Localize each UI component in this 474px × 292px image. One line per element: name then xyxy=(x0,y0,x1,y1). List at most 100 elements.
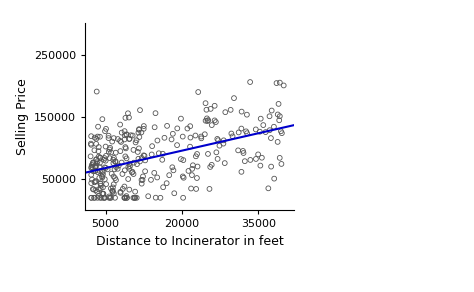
Point xyxy=(90,169,97,174)
Point xyxy=(135,146,143,151)
Point xyxy=(229,134,237,139)
Point xyxy=(98,195,105,200)
Point xyxy=(121,145,129,150)
Point xyxy=(208,163,216,167)
Point xyxy=(212,120,219,124)
Point xyxy=(237,126,245,131)
Point xyxy=(185,168,192,173)
Point xyxy=(123,195,130,200)
Point xyxy=(91,195,98,200)
Point xyxy=(106,156,113,161)
Point xyxy=(179,195,187,200)
Point xyxy=(91,180,99,185)
Point xyxy=(116,138,124,143)
Point xyxy=(102,158,109,163)
Point xyxy=(95,187,102,192)
Point xyxy=(114,166,121,171)
Point xyxy=(145,194,152,199)
Point xyxy=(111,195,119,200)
Point xyxy=(141,158,149,163)
Point xyxy=(107,195,115,200)
Point xyxy=(90,160,97,165)
Point xyxy=(87,141,95,146)
Point xyxy=(117,149,124,154)
Point xyxy=(136,135,143,139)
Point xyxy=(126,166,133,171)
Point xyxy=(278,161,285,166)
Point xyxy=(243,112,251,117)
Point xyxy=(129,133,137,138)
Point xyxy=(177,157,185,161)
Point xyxy=(96,195,104,200)
Point xyxy=(118,160,126,165)
Point xyxy=(101,195,109,200)
Point xyxy=(101,165,109,170)
Point xyxy=(161,135,168,140)
Point xyxy=(277,129,285,134)
Point xyxy=(111,176,119,180)
Point xyxy=(147,178,155,182)
Point xyxy=(180,158,187,162)
Point xyxy=(267,164,275,169)
Point xyxy=(94,195,101,200)
Point xyxy=(94,159,101,164)
Point xyxy=(109,189,116,193)
Point xyxy=(88,165,95,169)
Point xyxy=(121,137,128,142)
Point xyxy=(280,83,288,88)
Point xyxy=(95,154,102,159)
Point xyxy=(204,118,212,122)
Point xyxy=(262,130,269,134)
Point xyxy=(186,144,194,149)
Point xyxy=(123,132,130,137)
Point xyxy=(96,169,104,173)
Point xyxy=(276,156,283,160)
Point xyxy=(135,127,143,131)
Point xyxy=(204,152,212,156)
Point xyxy=(109,188,117,193)
Point xyxy=(273,81,280,86)
Point xyxy=(221,161,228,166)
Point xyxy=(114,137,122,141)
Point xyxy=(139,178,146,182)
Point xyxy=(131,189,139,194)
Point xyxy=(187,135,194,140)
Point xyxy=(109,139,116,144)
Point xyxy=(131,195,139,200)
Point xyxy=(96,165,103,169)
Point xyxy=(88,166,95,170)
Point xyxy=(141,153,148,158)
Point xyxy=(93,161,100,166)
Point xyxy=(88,195,95,200)
Point xyxy=(97,183,105,188)
Point xyxy=(100,195,108,200)
Point xyxy=(129,195,137,200)
Point xyxy=(91,168,99,173)
Point xyxy=(201,132,209,137)
Point xyxy=(87,181,95,185)
Point xyxy=(191,133,199,138)
Point xyxy=(163,124,171,128)
Point xyxy=(106,147,113,152)
Point xyxy=(110,191,118,196)
Point xyxy=(235,130,243,135)
Point xyxy=(230,96,238,100)
Y-axis label: Selling Price: Selling Price xyxy=(16,79,28,155)
Point xyxy=(92,168,100,173)
Point xyxy=(89,160,97,165)
Point xyxy=(158,157,166,162)
Point xyxy=(140,126,147,131)
Point xyxy=(123,195,131,200)
Point xyxy=(104,167,111,172)
Point xyxy=(270,176,278,181)
Point xyxy=(120,195,128,200)
Point xyxy=(121,154,129,159)
Point xyxy=(152,195,160,200)
Point xyxy=(193,176,201,180)
Point xyxy=(207,107,214,111)
Point xyxy=(133,138,140,142)
Point xyxy=(132,140,139,145)
Point xyxy=(154,138,161,143)
Point xyxy=(139,174,147,179)
Point xyxy=(179,174,187,179)
